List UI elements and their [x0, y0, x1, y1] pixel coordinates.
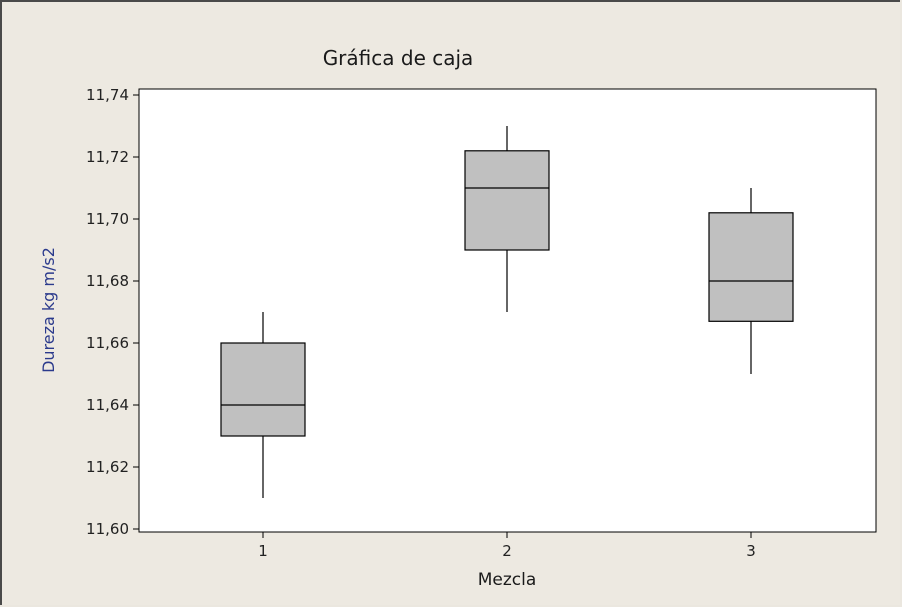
boxes [220, 126, 794, 498]
iqr-box [708, 212, 794, 322]
y-tick-label: 11,70 [86, 210, 129, 228]
iqr-box [220, 342, 306, 437]
box-1 [220, 312, 306, 498]
box-2 [464, 126, 550, 312]
y-tick-label: 11,66 [86, 334, 129, 352]
x-axis-ticks: 1 2 3 [258, 532, 756, 560]
y-tick-label: 11,64 [86, 396, 129, 414]
y-axis-ticks: 11,60 11,62 11,64 11,66 11,68 11,70 11,72 11,74 [86, 86, 139, 538]
y-tick-label: 11,60 [86, 520, 129, 538]
x-tick-label: 1 [258, 542, 268, 560]
y-tick-label: 11,74 [86, 86, 129, 104]
y-tick-label: 11,72 [86, 148, 129, 166]
box-3 [708, 188, 794, 374]
y-tick-label: 11,68 [86, 272, 129, 290]
y-axis-label: Dureza kg m/s2 [39, 247, 58, 373]
y-tick-label: 11,62 [86, 458, 129, 476]
chart-title: Gráfica de caja [323, 46, 474, 70]
x-tick-label: 2 [502, 542, 512, 560]
x-tick-label: 3 [746, 542, 756, 560]
x-axis-label: Mezcla [478, 570, 537, 590]
iqr-box [464, 150, 550, 251]
